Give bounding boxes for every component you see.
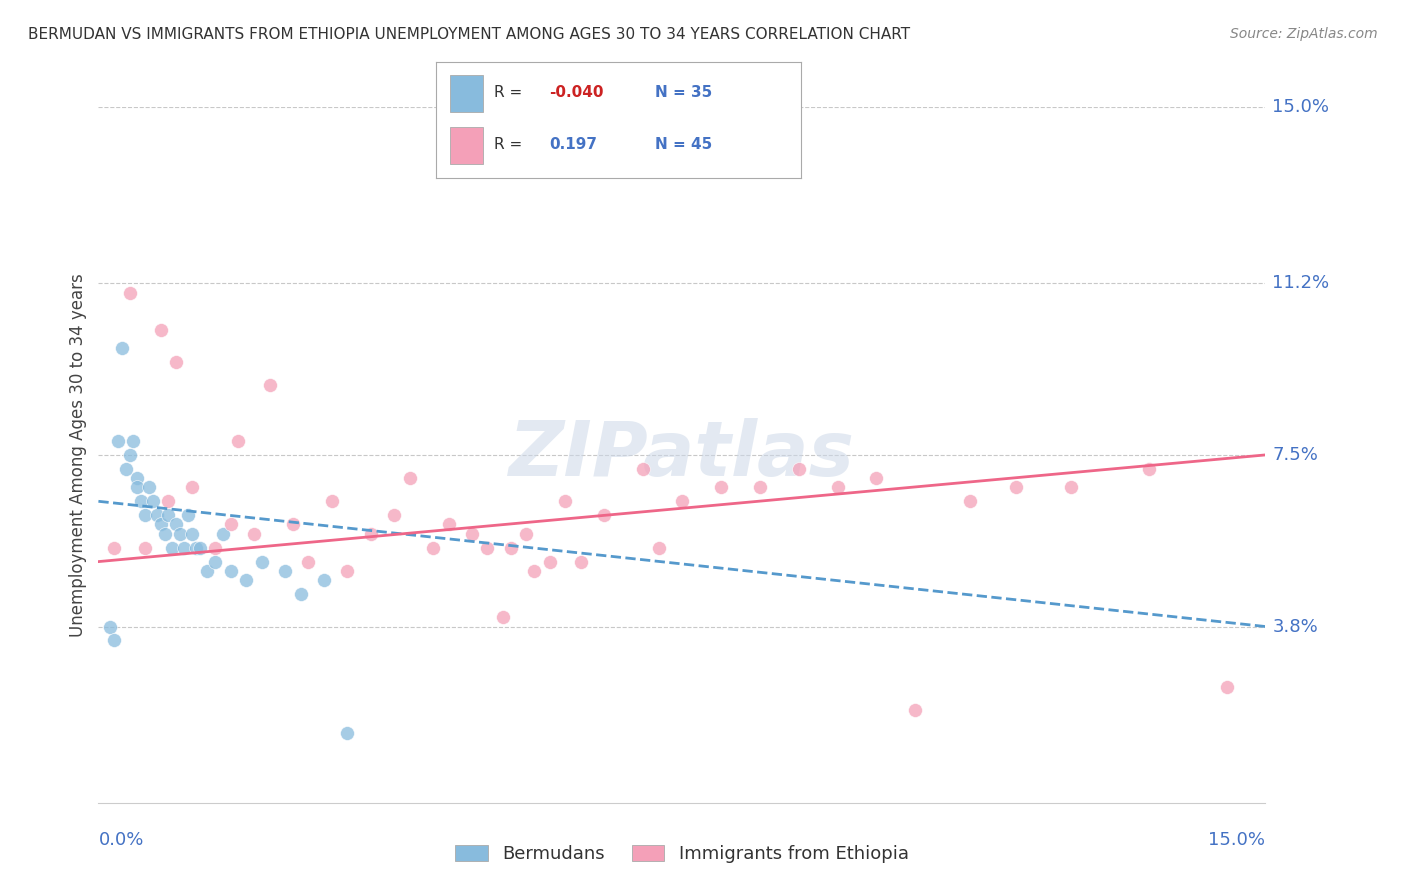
Point — [671, 494, 693, 508]
Point — [103, 541, 125, 555]
Point — [169, 526, 191, 541]
Point — [103, 633, 125, 648]
Point — [204, 555, 226, 569]
Point — [904, 703, 927, 717]
Point — [827, 480, 849, 494]
Point — [157, 508, 180, 523]
Point — [177, 508, 200, 523]
Point — [461, 526, 484, 541]
Point — [228, 434, 250, 448]
Point — [146, 508, 169, 523]
Point — [165, 355, 187, 369]
Point — [165, 517, 187, 532]
Point — [184, 541, 207, 555]
Point — [422, 541, 444, 555]
Point — [127, 471, 149, 485]
Point — [360, 526, 382, 541]
Point — [195, 564, 218, 578]
Point — [122, 434, 145, 448]
Text: N = 45: N = 45 — [655, 137, 713, 153]
Point — [111, 341, 134, 355]
Text: 0.197: 0.197 — [550, 137, 598, 153]
Point — [180, 480, 202, 494]
Point — [259, 378, 281, 392]
Text: Source: ZipAtlas.com: Source: ZipAtlas.com — [1230, 27, 1378, 41]
Point — [235, 573, 257, 587]
Point — [149, 323, 172, 337]
Point — [204, 541, 226, 555]
Point — [118, 285, 141, 300]
Point — [290, 587, 312, 601]
Point — [499, 541, 522, 555]
Point — [212, 526, 235, 541]
Point — [219, 564, 242, 578]
Point — [243, 526, 266, 541]
Point — [312, 573, 335, 587]
Point — [142, 494, 165, 508]
Text: R =: R = — [495, 85, 523, 100]
Point — [114, 462, 136, 476]
Point — [398, 471, 420, 485]
Point — [297, 555, 319, 569]
Point — [134, 541, 156, 555]
Point — [250, 555, 273, 569]
Point — [382, 508, 405, 523]
Point — [647, 541, 669, 555]
Point — [281, 517, 304, 532]
Point — [1060, 480, 1083, 494]
Point — [188, 541, 211, 555]
Text: N = 35: N = 35 — [655, 85, 713, 100]
Text: 7.5%: 7.5% — [1272, 446, 1319, 464]
Legend: Bermudans, Immigrants from Ethiopia: Bermudans, Immigrants from Ethiopia — [449, 838, 915, 871]
Point — [492, 610, 515, 624]
Point — [593, 508, 616, 523]
Point — [1137, 462, 1160, 476]
Point — [162, 541, 184, 555]
Bar — [450, 128, 484, 164]
Text: BERMUDAN VS IMMIGRANTS FROM ETHIOPIA UNEMPLOYMENT AMONG AGES 30 TO 34 YEARS CORR: BERMUDAN VS IMMIGRANTS FROM ETHIOPIA UNE… — [28, 27, 910, 42]
Text: R =: R = — [495, 137, 523, 153]
Point — [748, 480, 770, 494]
Point — [523, 564, 546, 578]
Point — [153, 526, 176, 541]
Point — [138, 480, 160, 494]
Point — [173, 541, 195, 555]
Point — [1005, 480, 1028, 494]
Point — [180, 526, 202, 541]
Text: 0.0%: 0.0% — [98, 830, 143, 848]
Point — [1215, 680, 1237, 694]
Point — [134, 508, 156, 523]
Point — [554, 494, 576, 508]
Text: 11.2%: 11.2% — [1272, 275, 1330, 293]
Point — [321, 494, 343, 508]
Point — [710, 480, 733, 494]
Y-axis label: Unemployment Among Ages 30 to 34 years: Unemployment Among Ages 30 to 34 years — [69, 273, 87, 637]
Text: 15.0%: 15.0% — [1272, 98, 1330, 116]
Point — [274, 564, 297, 578]
Point — [787, 462, 810, 476]
Point — [538, 555, 561, 569]
Text: 15.0%: 15.0% — [1208, 830, 1265, 848]
Point — [107, 434, 129, 448]
Point — [959, 494, 981, 508]
Text: 3.8%: 3.8% — [1272, 617, 1319, 635]
Point — [129, 494, 152, 508]
Point — [336, 564, 359, 578]
Point — [865, 471, 887, 485]
Point — [437, 517, 460, 532]
Point — [98, 619, 121, 633]
Point — [157, 494, 180, 508]
Point — [118, 448, 141, 462]
Point — [127, 480, 149, 494]
Point — [149, 517, 172, 532]
Point — [631, 462, 654, 476]
Point — [477, 541, 499, 555]
Text: -0.040: -0.040 — [550, 85, 603, 100]
Point — [336, 726, 359, 740]
Text: ZIPatlas: ZIPatlas — [509, 418, 855, 491]
Bar — [450, 75, 484, 112]
Point — [219, 517, 242, 532]
Point — [569, 555, 592, 569]
Point — [515, 526, 537, 541]
